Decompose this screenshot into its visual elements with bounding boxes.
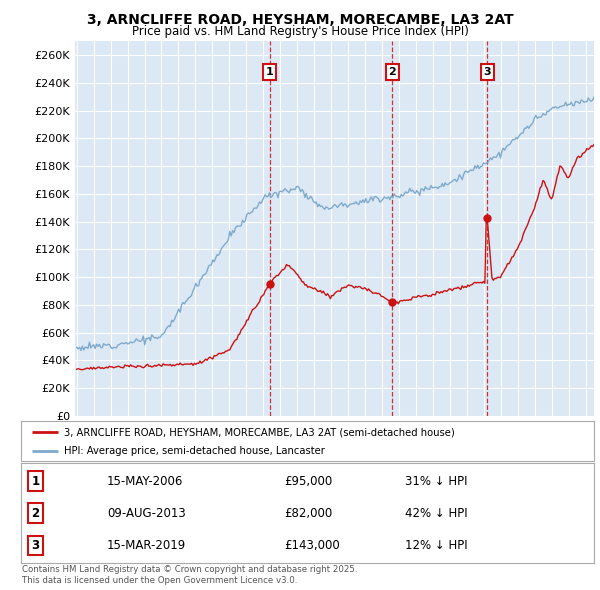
Text: 1: 1 bbox=[266, 67, 274, 77]
Text: 2: 2 bbox=[31, 507, 40, 520]
Text: 09-AUG-2013: 09-AUG-2013 bbox=[107, 507, 186, 520]
Text: 15-MAR-2019: 15-MAR-2019 bbox=[107, 539, 186, 552]
Text: £95,000: £95,000 bbox=[284, 475, 333, 488]
Text: £143,000: £143,000 bbox=[284, 539, 340, 552]
Text: £82,000: £82,000 bbox=[284, 507, 333, 520]
Text: 3: 3 bbox=[31, 539, 40, 552]
Text: 42% ↓ HPI: 42% ↓ HPI bbox=[405, 507, 467, 520]
Text: 1: 1 bbox=[31, 475, 40, 488]
Text: 31% ↓ HPI: 31% ↓ HPI bbox=[405, 475, 467, 488]
Text: 12% ↓ HPI: 12% ↓ HPI bbox=[405, 539, 467, 552]
Text: 15-MAY-2006: 15-MAY-2006 bbox=[107, 475, 184, 488]
Text: 3, ARNCLIFFE ROAD, HEYSHAM, MORECAMBE, LA3 2AT: 3, ARNCLIFFE ROAD, HEYSHAM, MORECAMBE, L… bbox=[86, 13, 514, 27]
Text: 3: 3 bbox=[484, 67, 491, 77]
Text: Price paid vs. HM Land Registry's House Price Index (HPI): Price paid vs. HM Land Registry's House … bbox=[131, 25, 469, 38]
Text: 3, ARNCLIFFE ROAD, HEYSHAM, MORECAMBE, LA3 2AT (semi-detached house): 3, ARNCLIFFE ROAD, HEYSHAM, MORECAMBE, L… bbox=[64, 427, 455, 437]
Text: 2: 2 bbox=[388, 67, 396, 77]
Text: Contains HM Land Registry data © Crown copyright and database right 2025.
This d: Contains HM Land Registry data © Crown c… bbox=[22, 565, 358, 585]
Text: HPI: Average price, semi-detached house, Lancaster: HPI: Average price, semi-detached house,… bbox=[64, 445, 325, 455]
